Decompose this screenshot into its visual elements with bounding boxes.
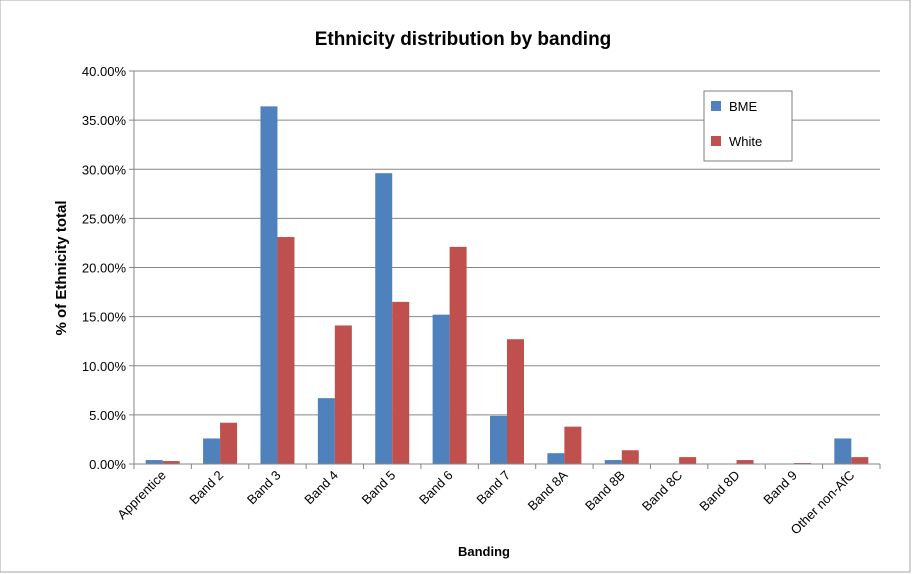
legend-swatch-white bbox=[711, 136, 721, 146]
legend-label-bme: BME bbox=[729, 99, 758, 114]
bar-white-band-7 bbox=[507, 339, 524, 464]
bar-white-band-8d bbox=[736, 460, 754, 464]
legend-swatch-bme bbox=[711, 101, 721, 111]
y-axis-title: % of Ethnicity total bbox=[53, 201, 70, 336]
bar-bme-band-2 bbox=[203, 438, 221, 464]
y-tick-label: 20.00% bbox=[82, 261, 127, 276]
bar-white-band-3 bbox=[277, 237, 295, 464]
bar-bme-band-6 bbox=[432, 314, 450, 464]
bar-bme-other-non-afc bbox=[834, 438, 852, 464]
y-axis-ticks: 0.00% 5.00% 10.00% 15.00% 20.00% 25.00% 30.00%… bbox=[82, 64, 134, 472]
legend-label-white: White bbox=[729, 134, 762, 149]
y-tick-label: 5.00% bbox=[89, 408, 126, 423]
bar-bme-band-3 bbox=[260, 106, 278, 465]
bars bbox=[145, 106, 869, 465]
bar-bme-band-8b bbox=[604, 460, 622, 464]
bar-bme-band-7 bbox=[490, 415, 507, 464]
bar-white-band-8c bbox=[679, 457, 697, 464]
chart-title: Ethnicity distribution by banding bbox=[315, 29, 612, 50]
y-tick-label: 35.00% bbox=[82, 113, 127, 128]
legend: BME White bbox=[703, 90, 793, 162]
bar-white-band-5 bbox=[392, 301, 410, 464]
bar-white-other-non-afc bbox=[851, 457, 869, 464]
y-tick-label: 25.00% bbox=[82, 211, 127, 226]
bar-white-band-8a bbox=[564, 426, 582, 464]
x-axis-title: Banding bbox=[458, 544, 510, 559]
bar-white-band-6 bbox=[449, 246, 467, 464]
bar-bme-band-4 bbox=[317, 398, 335, 464]
bar-bme-band-8a bbox=[547, 453, 565, 464]
y-tick-label: 0.00% bbox=[89, 457, 126, 472]
bar-white-apprentice bbox=[162, 461, 180, 464]
bar-white-band-8b bbox=[621, 450, 639, 464]
y-tick-label: 30.00% bbox=[82, 162, 127, 177]
bar-white-band-2 bbox=[220, 422, 238, 464]
axes bbox=[133, 71, 880, 465]
bar-white-band-4 bbox=[334, 325, 352, 464]
y-tick-label: 10.00% bbox=[82, 359, 127, 374]
y-tick-label: 40.00% bbox=[82, 64, 127, 79]
y-tick-label: 15.00% bbox=[82, 310, 127, 325]
bar-bme-band-5 bbox=[375, 173, 393, 464]
bar-bme-apprentice bbox=[145, 460, 163, 464]
